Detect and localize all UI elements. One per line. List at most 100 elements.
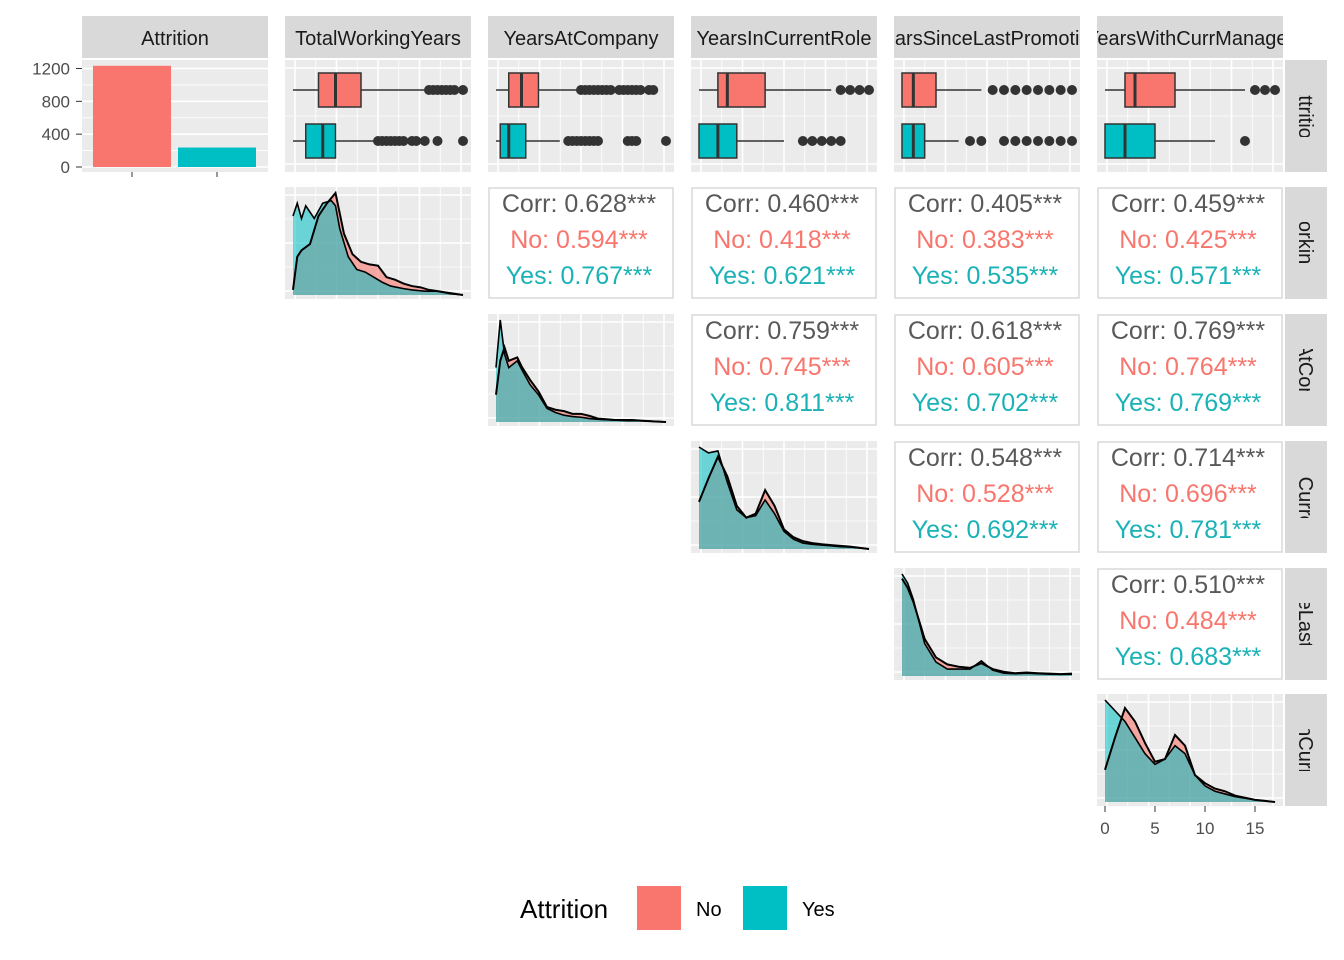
box-no (901, 72, 937, 108)
density-panel-years-with-curr-manager (1097, 694, 1283, 806)
outlier-no (987, 85, 998, 95)
density-panel-years-in-current-role (691, 441, 877, 553)
outlier-no (1270, 85, 1280, 95)
density-panel-total-working-years (285, 187, 471, 299)
corr-no: No: 0.696*** (1119, 480, 1257, 508)
corr-no: No: 0.528*** (916, 480, 1054, 508)
corr-panel-years-since-last-promotion-years-with-curr-manager: Corr: 0.510*** No: 0.484*** Yes: 0.683*** (1097, 568, 1283, 680)
outlier-no (999, 85, 1009, 95)
outlier-no (1044, 85, 1055, 95)
density-line-yes (495, 319, 667, 423)
y-tick-label: 1200 (32, 60, 70, 79)
row-strip-bg (1285, 187, 1327, 299)
corr-overall: Corr: 0.759*** (705, 317, 860, 345)
box-no (508, 72, 540, 108)
outlier-no (1067, 85, 1077, 95)
col-strip-bg (285, 16, 471, 58)
panel-frame (691, 187, 877, 299)
panel-frame (894, 314, 1080, 426)
corr-no: No: 0.383*** (916, 226, 1054, 254)
corr-overall: Corr: 0.769*** (1111, 317, 1266, 345)
col-strip-label: YearsSinceLastPromotion (872, 28, 1101, 50)
outlier-no (1033, 85, 1043, 95)
outlier-no (1250, 85, 1260, 95)
outlier-no (458, 85, 468, 95)
col-strip-label: TotalWorkingYears (295, 28, 461, 50)
outlier-yes (816, 136, 827, 146)
outlier-yes (1010, 136, 1021, 146)
outlier-yes (999, 136, 1009, 146)
corr-yes: Yes: 0.702*** (912, 389, 1059, 417)
box-yes (1104, 123, 1156, 159)
row-strip-label: Attrition (1294, 82, 1316, 150)
row-strip-label: TotalWorkingYears (1294, 160, 1316, 326)
outlier-yes (835, 136, 846, 146)
outlier-yes (1033, 136, 1043, 146)
row-strip-years-with-curr-manager: YearsWithCurrManager (1285, 646, 1327, 855)
corr-no: No: 0.605*** (916, 353, 1054, 381)
row-strip-bg (1285, 314, 1327, 426)
corr-yes: Yes: 0.781*** (1115, 516, 1262, 544)
col-strip-bg (691, 16, 877, 58)
panel-frame (1097, 187, 1283, 299)
panel-frame (488, 187, 674, 299)
corr-overall: Corr: 0.459*** (1111, 190, 1266, 218)
boxplot-panel-years-at-company (488, 60, 674, 172)
col-strip-total-working-years: TotalWorkingYears (285, 16, 471, 58)
density-line-yes (698, 446, 870, 550)
corr-no: No: 0.594*** (510, 226, 648, 254)
box-no (317, 72, 362, 108)
legend-key-no (637, 886, 681, 930)
corr-yes: Yes: 0.535*** (912, 262, 1059, 290)
row-strip-label: YearsWithCurrManager (1294, 646, 1316, 855)
corr-yes: Yes: 0.767*** (506, 262, 653, 290)
corr-yes: Yes: 0.769*** (1115, 389, 1262, 417)
corr-panel-total-working-years-years-at-company: Corr: 0.628*** No: 0.594*** Yes: 0.767*** (488, 187, 674, 299)
outlier-no (635, 85, 646, 95)
outlier-yes (398, 136, 409, 146)
row-strip-bg (1285, 441, 1327, 553)
corr-overall: Corr: 0.405*** (908, 190, 1063, 218)
row-strip-label: YearsSinceLastPromotion (1294, 509, 1316, 738)
outlier-yes (965, 136, 975, 146)
corr-overall: Corr: 0.548*** (908, 444, 1063, 472)
strip-layer: Attrition TotalWorkingYears YearsAtCompany… (82, 16, 1327, 855)
bar-no (93, 65, 171, 167)
row-strip-bg (1285, 568, 1327, 680)
density-panel-years-at-company (488, 314, 674, 426)
x-tick-label: 5 (1150, 819, 1159, 838)
box-yes (305, 123, 337, 159)
density-line-yes (901, 573, 1073, 676)
outlier-no (648, 85, 659, 95)
axis-layer: 0 400 800 1200 0 5 10 15 (32, 60, 1264, 839)
corr-no: No: 0.418*** (713, 226, 851, 254)
outlier-yes (661, 136, 671, 146)
y-tick-label: 800 (42, 92, 70, 111)
outlier-no (1260, 85, 1270, 95)
row-strip-years-since-last-promotion: YearsSinceLastPromotion (1285, 509, 1327, 738)
outlier-no (835, 85, 846, 95)
bar-yes (178, 147, 256, 167)
corr-overall: Corr: 0.628*** (502, 190, 657, 218)
col-strip-years-since-last-promotion: YearsSinceLastPromotion (872, 16, 1101, 58)
panel-layer: Corr: 0.628***No: 0.594***Yes: 0.767***C… (82, 60, 1283, 806)
density-area-yes (293, 200, 463, 295)
box-no (717, 72, 766, 108)
panel-frame (894, 187, 1080, 299)
col-strip-years-in-current-role: YearsInCurrentRole (691, 16, 877, 58)
panel-frame (691, 314, 877, 426)
outlier-no (854, 85, 865, 95)
col-strip-label: YearsInCurrentRole (697, 28, 872, 50)
outlier-no (605, 85, 616, 95)
col-strip-label: Attrition (141, 28, 209, 50)
corr-no: No: 0.745*** (713, 353, 851, 381)
corr-panel-total-working-years-years-with-curr-manager: Corr: 0.459*** No: 0.425*** Yes: 0.571*** (1097, 187, 1283, 299)
outlier-yes (1021, 136, 1032, 146)
outlier-yes (976, 136, 987, 146)
row-strip-bg (1285, 694, 1327, 806)
row-strip-years-at-company: YearsAtCompany (1285, 314, 1327, 426)
density-area-yes (1105, 700, 1275, 802)
outlier-yes (458, 136, 468, 146)
outlier-no (845, 85, 856, 95)
density-area-yes (496, 320, 666, 422)
